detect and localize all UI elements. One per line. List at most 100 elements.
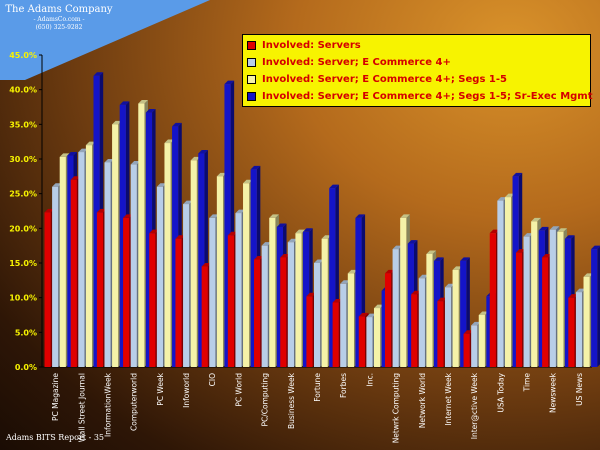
bar [340, 283, 347, 367]
legend-swatch-segs [247, 75, 256, 84]
legend-item: Involved: Server; E Commerce 4+; Segs 1-… [247, 71, 586, 88]
bar [531, 221, 538, 367]
bar-top [44, 208, 55, 213]
bar-top [250, 165, 261, 170]
y-tick-label: 15.0% [9, 259, 37, 268]
bar [303, 231, 310, 367]
x-tick-label: CIO [208, 373, 217, 386]
corner-banner [0, 0, 210, 80]
bar [460, 260, 467, 367]
bar [332, 302, 339, 367]
y-tick-label: 30.0% [9, 155, 37, 164]
bar-top [366, 313, 377, 318]
bar-top [119, 101, 130, 105]
bar-top [149, 229, 159, 234]
footer-text: Adams BITS Report - 35 [6, 433, 105, 442]
bar-top [332, 299, 343, 303]
bar-top [104, 158, 115, 163]
bar-top [276, 223, 287, 227]
bar [269, 217, 276, 367]
y-tick-label: 10.0% [9, 294, 37, 303]
bar [444, 287, 452, 367]
bar [384, 273, 392, 367]
bar [104, 162, 111, 367]
bar [190, 160, 197, 367]
bar-top [216, 172, 227, 177]
bar [471, 325, 478, 367]
bar-top [209, 214, 219, 218]
bar-top [130, 161, 141, 165]
legend-swatch-servers [247, 41, 256, 50]
x-tick-label: InformationWeek [103, 372, 112, 437]
bar [93, 75, 100, 368]
bar-top [575, 288, 586, 293]
bar [411, 294, 418, 367]
bar [70, 179, 77, 367]
bar [59, 156, 66, 367]
company-website: - AdamsCo.com - [33, 16, 85, 23]
bar [183, 204, 190, 367]
bar [67, 155, 74, 367]
bar-top [93, 72, 104, 76]
bar-top [489, 229, 500, 234]
bar-top [407, 240, 418, 244]
bar-top [523, 233, 534, 237]
bar [216, 176, 224, 367]
bar-top [70, 176, 81, 180]
x-tick-label: Fortune [313, 373, 322, 402]
bar [112, 124, 119, 367]
bar-top [531, 217, 541, 222]
bar [515, 252, 523, 367]
bar [172, 126, 179, 367]
bar-top [568, 294, 579, 298]
bar-side [597, 246, 600, 367]
x-tick-label: Inter@ctive Week [470, 372, 479, 439]
bar [145, 112, 153, 368]
bar-top [224, 80, 235, 85]
x-tick-label: Newsweek [549, 372, 558, 413]
bar-top [329, 184, 339, 189]
x-tick-label: Computerworld [130, 373, 139, 431]
bar-top [254, 256, 264, 260]
bar-top [190, 156, 201, 161]
bar-top [583, 273, 594, 277]
bar [433, 260, 441, 367]
bar-top [164, 139, 175, 144]
bar-top [549, 226, 560, 230]
x-tick-label: Wall Street Journal [77, 373, 86, 442]
bar-top [314, 259, 324, 263]
bar [400, 217, 407, 367]
bar [358, 316, 365, 367]
bar [504, 197, 512, 367]
bar-top [280, 253, 290, 258]
bar [329, 188, 336, 367]
bar-top [437, 297, 448, 302]
bar-top [433, 257, 444, 261]
bar-top [85, 141, 96, 146]
bar-top [497, 197, 508, 201]
bar-top [515, 249, 526, 253]
bar [130, 164, 137, 367]
x-tick-label: Inc. [365, 373, 374, 386]
bar-top [512, 172, 523, 177]
bar-top [269, 214, 279, 218]
bar [392, 249, 399, 367]
bar [85, 145, 93, 367]
bar-top [261, 242, 272, 246]
bar-top [504, 193, 515, 198]
legend-swatch-ecommerce [247, 58, 256, 67]
company-phone: (650) 325-9282 [35, 24, 83, 31]
bar [224, 84, 231, 368]
bar-top [145, 109, 156, 113]
bar [250, 169, 257, 367]
x-tick-label: Netwrk Computing [392, 373, 401, 444]
x-tick-label: PC Week [156, 372, 165, 405]
bar [119, 104, 126, 368]
bar [583, 276, 590, 367]
bar [261, 245, 268, 367]
bar-top [452, 266, 463, 270]
bar-top [243, 179, 253, 184]
bar [591, 249, 598, 367]
bar [96, 212, 104, 367]
bar-top [67, 152, 77, 156]
